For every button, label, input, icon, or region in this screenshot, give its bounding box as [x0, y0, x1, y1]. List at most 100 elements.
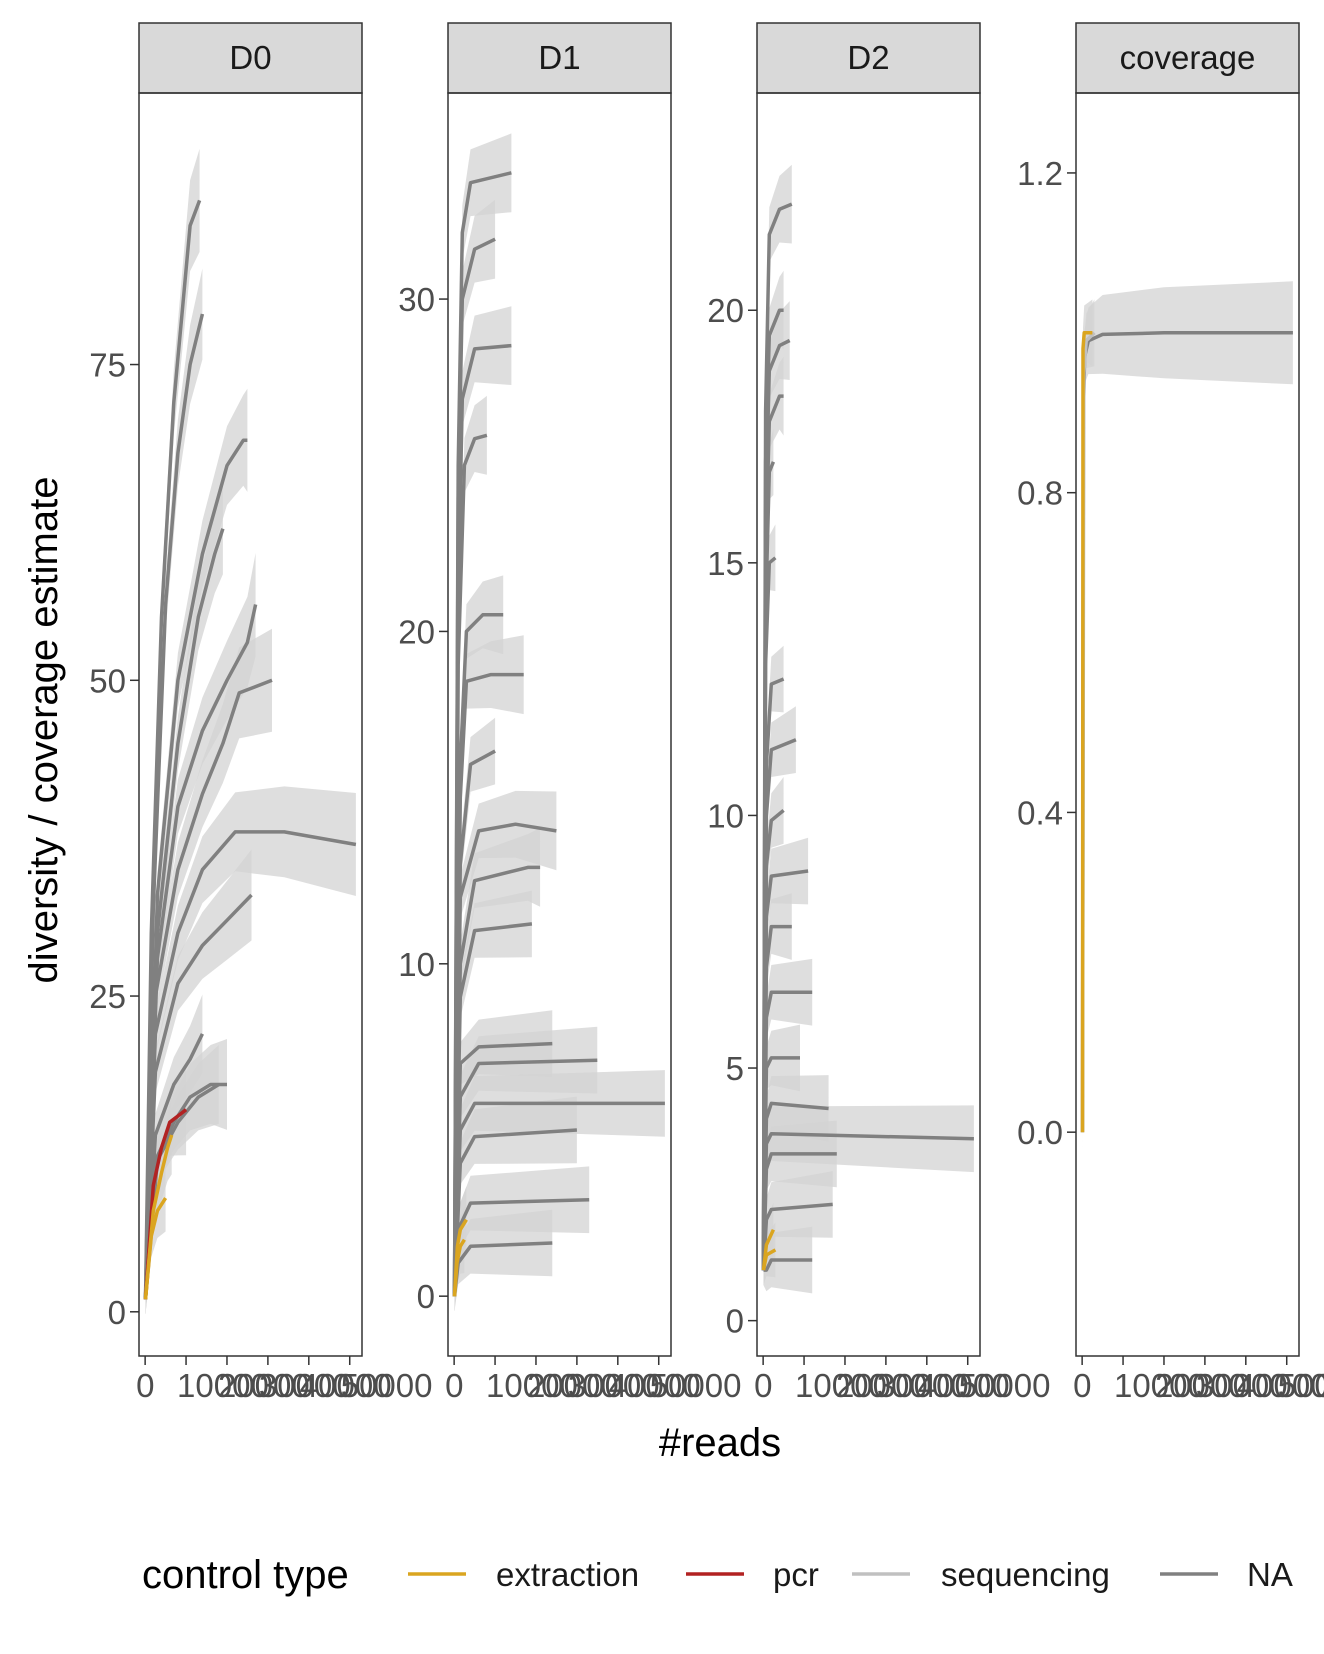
panel-coverage: coverage 0.0 0.4 0.8 1.2 0 1000020000300004000…: [1017, 22, 1324, 1404]
confidence-ribbon: [145, 849, 252, 1315]
x-tick-label: 30000: [568, 1367, 660, 1404]
x-tick-label: 30000: [877, 1367, 969, 1404]
x-tick-label: 10000: [177, 1367, 269, 1404]
y-tick-label: 1.2: [1017, 155, 1063, 192]
y-tick-label: 75: [89, 347, 126, 384]
confidence-ribbon: [454, 1096, 577, 1312]
series-line-NA: [143, 678, 273, 1300]
y-tick-label: 0: [417, 1278, 435, 1315]
confidence-ribbon: [1082, 281, 1293, 1148]
x-tick-label: 20000: [1155, 1367, 1247, 1404]
facet-label: D2: [847, 39, 889, 76]
series-group: [143, 148, 357, 1315]
legend-label-sequencing: sequencing: [941, 1556, 1110, 1593]
y-tick-label: 0.8: [1017, 475, 1063, 512]
confidence-ribbon: [145, 388, 248, 1315]
y-tick-label: 30: [398, 281, 435, 318]
series-line-NA: [143, 830, 357, 1300]
x-tick-label: 10000: [1114, 1367, 1206, 1404]
y-axis-title: diversity / coverage estimate: [22, 477, 66, 984]
y-tick-label: 5: [726, 1050, 744, 1087]
series-line-extraction: [452, 1238, 466, 1297]
confidence-ribbon: [763, 1171, 833, 1286]
x-tick-label: 0: [1073, 1367, 1091, 1404]
confidence-ribbon: [145, 553, 256, 1315]
confidence-ribbon: [145, 1045, 219, 1315]
panel-border: [756, 92, 981, 1357]
legend-title: control type: [142, 1553, 349, 1597]
x-axis-title: #reads: [659, 1421, 781, 1465]
legend-label-extraction: extraction: [496, 1556, 639, 1593]
series-line-NA: [143, 438, 248, 1300]
confidence-ribbon: [763, 706, 796, 1286]
legend-label-pcr: pcr: [773, 1556, 819, 1593]
facet-strip: [138, 22, 363, 94]
y-tick-label: 10: [398, 946, 435, 983]
y-tick-label: 15: [707, 545, 744, 582]
facet-label: coverage: [1120, 39, 1256, 76]
confidence-ribbon: [145, 268, 203, 1315]
confidence-ribbon: [145, 628, 272, 1315]
series-group: [761, 164, 974, 1294]
confidence-ribbon: [454, 717, 496, 1312]
confidence-ribbon: [454, 890, 532, 1312]
x-tick-label: 0: [754, 1367, 772, 1404]
facet-strip: [447, 22, 672, 94]
panel-border: [1075, 92, 1300, 1357]
y-tick-label: 20: [398, 613, 435, 650]
x-tick-label: 10000: [486, 1367, 578, 1404]
series-line-NA: [1080, 331, 1293, 1133]
series-line-NA: [452, 433, 488, 1297]
panel-border: [138, 92, 363, 1357]
x-tick-label: 0: [445, 1367, 463, 1404]
y-tick-label: 50: [89, 662, 126, 699]
panel-border: [447, 92, 672, 1357]
y-tick-label: 25: [89, 978, 126, 1015]
confidence-ribbon: [763, 777, 784, 1286]
y-tick-label: 0: [726, 1303, 744, 1340]
series-line-extraction: [143, 1197, 168, 1300]
x-tick-label: 50000: [959, 1367, 1051, 1404]
x-tick-label: 50000: [341, 1367, 433, 1404]
y-tick-label: 10: [707, 797, 744, 834]
x-tick-label: 50000: [650, 1367, 742, 1404]
series-line-extraction: [761, 1248, 777, 1271]
x-tick-label: 40000: [300, 1367, 392, 1404]
y-tick-label: 0: [108, 1294, 126, 1331]
confidence-ribbon: [763, 645, 784, 1286]
confidence-ribbon: [763, 1120, 837, 1286]
x-tick-label: 40000: [609, 1367, 701, 1404]
confidence-ribbon: [454, 635, 524, 1312]
facet-label: D0: [229, 39, 271, 76]
x-tick-label: 20000: [836, 1367, 928, 1404]
y-tick-label: 0.4: [1017, 794, 1063, 831]
series-line-NA: [143, 313, 205, 1300]
confidence-ribbon: [454, 828, 541, 1312]
confidence-ribbon: [454, 1209, 553, 1312]
x-tick-label: 10000: [795, 1367, 887, 1404]
x-tick-label: 40000: [918, 1367, 1010, 1404]
facet-label: D1: [538, 39, 580, 76]
legend-label-NA: NA: [1247, 1556, 1293, 1593]
confidence-ribbon: [454, 790, 557, 1312]
facet-strip: [756, 22, 981, 94]
x-tick-label: 30000: [1196, 1367, 1288, 1404]
x-tick-label: 0: [136, 1367, 154, 1404]
y-tick-label: 20: [707, 292, 744, 329]
x-tick-label: 50000: [1278, 1367, 1324, 1404]
x-tick-label: 20000: [527, 1367, 619, 1404]
x-tick-label: 20000: [218, 1367, 310, 1404]
y-tick-label: 0.0: [1017, 1114, 1063, 1151]
x-tick-label: 30000: [259, 1367, 351, 1404]
legend: control type extraction pcr sequencing NA: [142, 1553, 1293, 1597]
confidence-ribbon: [145, 1164, 166, 1315]
series-line-pcr: [143, 1108, 188, 1300]
x-tick-label: 40000: [1237, 1367, 1324, 1404]
series-group: [452, 133, 665, 1312]
confidence-ribbon: [763, 893, 792, 1286]
